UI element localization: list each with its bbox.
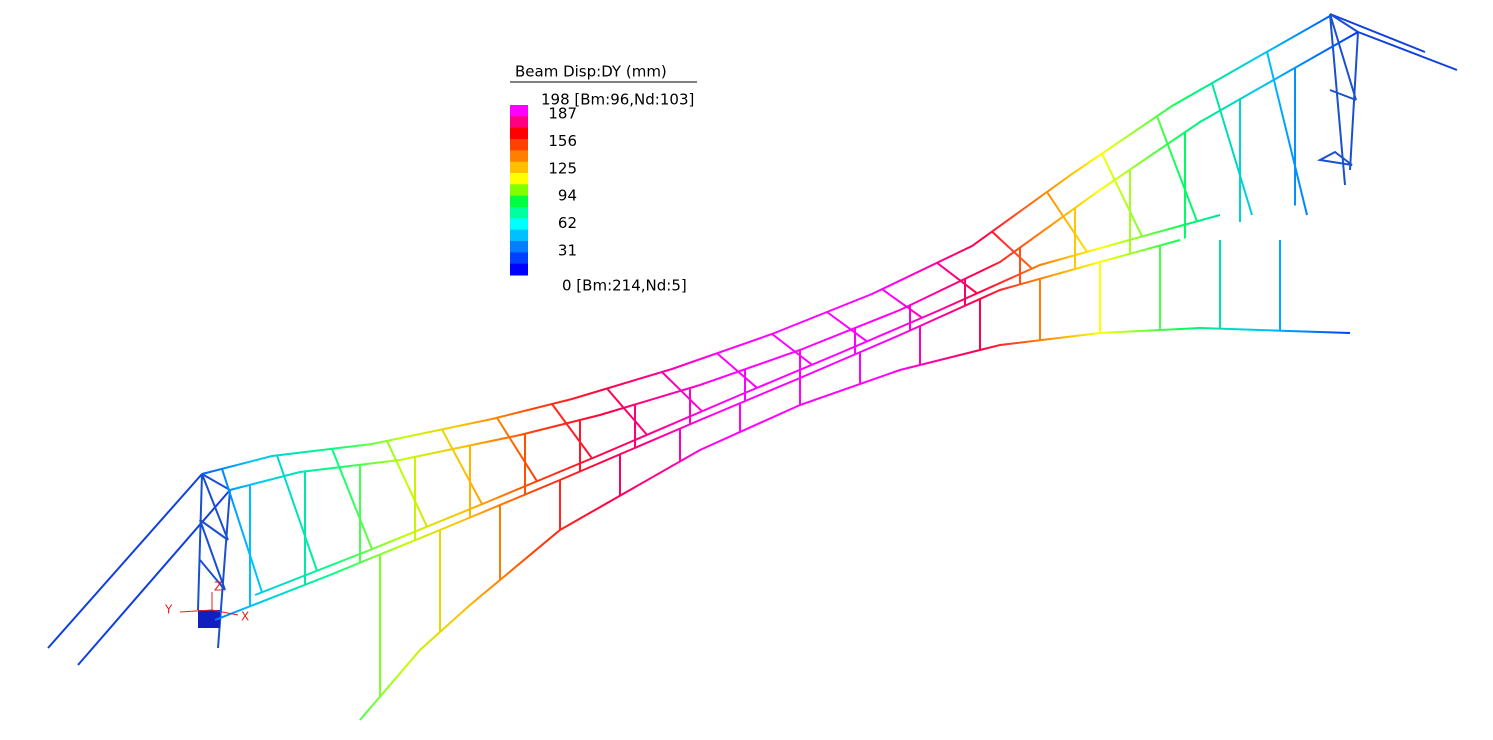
color-bar [510,105,528,276]
color-band [510,150,528,163]
color-band [510,195,528,208]
hanger [881,288,923,319]
legend-tick-label: 187 [548,105,577,123]
backstay [1357,31,1458,71]
member [229,31,1359,491]
axis-label: Y [164,603,173,617]
legend-tick-label: 31 [558,242,577,260]
axis-label: X [241,610,249,624]
hanger [1046,191,1088,253]
legend-min: 0 [Bm:214,Nd:5] [562,277,687,295]
backstay [47,473,203,649]
color-band [510,184,528,197]
color-band [510,105,528,117]
legend-tick-label: 125 [548,159,577,177]
hanger [771,333,813,366]
hanger [1266,51,1308,216]
legend-title: Beam Disp:DY (mm) [515,63,667,81]
hanger [936,262,978,295]
axis-line [211,609,239,616]
color-band [510,218,528,231]
member [359,326,1351,721]
hanger [441,428,483,505]
hanger [221,468,263,593]
legend-tick-label: 62 [558,214,577,232]
legend-tick-label: 94 [558,187,577,205]
color-band [510,139,528,151]
color-band [510,161,528,174]
bridge-model [47,13,1458,721]
hanger [551,403,593,459]
member [214,239,1181,621]
support [198,610,220,628]
hanger [1156,115,1198,222]
color-band [510,127,528,140]
color-band [510,241,528,253]
hanger [386,440,428,528]
color-legend: Beam Disp:DY (mm) 198 [Bm:96,Nd:103] 187… [510,63,697,295]
hanger [991,230,1033,270]
hanger [606,387,648,436]
hanger [661,371,703,412]
hanger [276,455,318,572]
legend-tick-label: 156 [548,132,577,150]
hanger [331,448,373,550]
axis-line [179,609,213,613]
hanger [716,352,758,389]
member [254,214,1221,596]
hanger [826,311,868,343]
backstay [1329,13,1426,53]
color-band [510,263,528,276]
hanger [1101,153,1143,237]
legend-max: 198 [Bm:96,Nd:103] [541,91,694,109]
hanger [1211,82,1253,216]
tower [1316,13,1359,186]
color-band [510,252,528,265]
color-band [510,173,528,185]
backstay [77,489,231,666]
axis-triad: Z X Y [164,580,249,624]
hanger [496,417,538,482]
axis-label: Z [214,580,222,594]
color-band [510,116,528,129]
tower [197,473,231,649]
color-band [510,229,528,242]
color-band [510,207,528,219]
legend-ticks: 187 156 125 94 62 31 [548,105,577,260]
